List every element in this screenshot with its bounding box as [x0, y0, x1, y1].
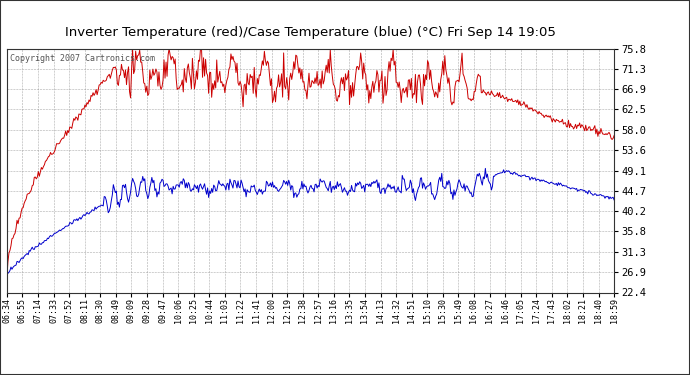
- Text: Copyright 2007 Cartronics.com: Copyright 2007 Cartronics.com: [10, 54, 155, 63]
- Text: Inverter Temperature (red)/Case Temperature (blue) (°C) Fri Sep 14 19:05: Inverter Temperature (red)/Case Temperat…: [65, 26, 556, 39]
